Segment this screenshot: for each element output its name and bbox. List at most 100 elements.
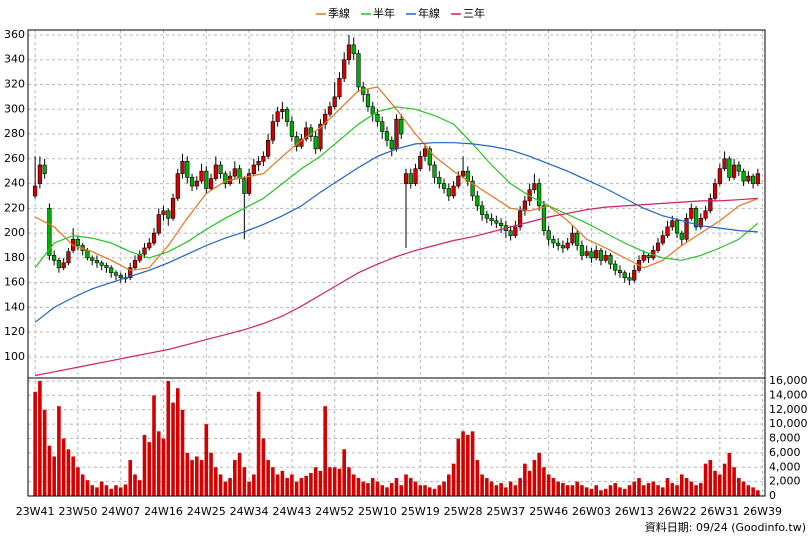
candle-body xyxy=(261,156,266,162)
volume-bar xyxy=(275,474,280,496)
candle-body xyxy=(646,255,651,259)
volume-bar xyxy=(66,449,71,496)
volume-bar xyxy=(565,485,570,496)
volume-bar xyxy=(575,481,579,496)
volume-bar xyxy=(408,478,413,496)
volume-bar xyxy=(622,488,627,496)
candle-body xyxy=(332,96,337,108)
x-tick-label: 25W19 xyxy=(401,505,440,518)
candle-body xyxy=(313,136,318,150)
volume-bar xyxy=(518,478,522,496)
x-tick-label: 24W16 xyxy=(144,505,183,518)
volume-bar xyxy=(271,467,275,496)
candle-body xyxy=(242,178,247,194)
y-tick-label: 100 xyxy=(4,350,25,363)
candle-body xyxy=(142,247,147,255)
candle-body xyxy=(399,118,404,135)
y-tick-label: 240 xyxy=(4,177,25,190)
volume-bar xyxy=(337,468,342,496)
volume-bar xyxy=(71,456,75,496)
candle-body xyxy=(537,183,542,207)
candle-body xyxy=(85,250,90,259)
candle-body xyxy=(575,232,580,246)
volume-bar xyxy=(542,467,546,496)
volume-bar xyxy=(656,485,660,496)
x-tick-label: 25W46 xyxy=(529,505,568,518)
candle-body xyxy=(375,113,380,122)
volume-bar xyxy=(523,463,527,496)
volume-bar xyxy=(570,485,575,496)
volume-bar xyxy=(128,460,133,496)
candle-body xyxy=(351,44,356,54)
volume-bar xyxy=(218,474,223,496)
candle-body xyxy=(361,86,366,95)
candle-body xyxy=(161,210,166,215)
volume-bar xyxy=(732,467,736,496)
candle-body xyxy=(42,164,47,174)
volume-bar xyxy=(328,467,332,496)
volume-bar xyxy=(156,431,161,496)
candle-body xyxy=(113,272,119,276)
volume-bar xyxy=(233,460,237,496)
volume-bar xyxy=(708,460,713,496)
volume-bar xyxy=(660,487,665,496)
y-tick-label: 120 xyxy=(4,325,25,338)
x-tick-label: 24W25 xyxy=(187,505,226,518)
volume-bar xyxy=(637,478,641,496)
volume-bar xyxy=(684,478,689,496)
volume-bar xyxy=(713,470,717,496)
volume-bar xyxy=(33,391,37,496)
volume-bar xyxy=(223,481,228,496)
volume-bar xyxy=(175,388,180,496)
ma-line xyxy=(34,86,759,271)
candle-body xyxy=(289,121,294,137)
candle-body xyxy=(546,230,551,240)
candle-body xyxy=(484,214,489,219)
candle-body xyxy=(598,250,604,261)
candle-body xyxy=(389,139,394,150)
volume-bar xyxy=(237,452,242,496)
volume-bar xyxy=(299,478,304,496)
candle-body xyxy=(294,136,299,147)
candle-body xyxy=(451,185,456,197)
candle-body xyxy=(118,274,123,278)
volume-bar xyxy=(756,490,760,496)
volume-bar xyxy=(423,485,427,496)
volume-bar xyxy=(61,438,66,496)
volume-bar xyxy=(118,487,123,496)
ma-line xyxy=(34,197,758,377)
volume-bar xyxy=(618,487,622,496)
volume-bar xyxy=(475,460,480,496)
volume-bar xyxy=(256,391,261,496)
volume-bar xyxy=(480,474,484,496)
candle-body xyxy=(727,158,732,178)
volume-bar xyxy=(347,467,351,496)
volume-bar xyxy=(404,474,408,496)
x-tick-label: 23W41 xyxy=(16,505,55,518)
volume-bar xyxy=(603,488,608,496)
candle-body xyxy=(670,220,675,228)
volume-bar xyxy=(285,478,289,496)
volume-bar xyxy=(199,460,204,496)
volume-bar xyxy=(508,481,513,496)
volume-bar xyxy=(247,481,251,496)
volume-bar xyxy=(294,481,299,496)
volume-bar xyxy=(442,481,446,496)
candle-body xyxy=(237,168,242,179)
candle-body xyxy=(579,245,585,256)
volume-bar xyxy=(309,473,313,496)
candle-body xyxy=(175,173,180,199)
volume-tick-label: 8,000 xyxy=(769,432,801,445)
candle-body xyxy=(674,220,680,234)
candle-body xyxy=(641,255,646,261)
y-tick-label: 280 xyxy=(4,127,25,140)
candle-body xyxy=(679,232,684,240)
volume-bar xyxy=(313,467,318,496)
candle-body xyxy=(61,262,66,269)
candle-body xyxy=(751,175,756,184)
candle-body xyxy=(408,173,413,184)
volume-bar xyxy=(366,483,370,496)
volume-bar xyxy=(485,478,489,496)
candle-body xyxy=(180,160,185,174)
volume-bar xyxy=(699,483,703,496)
